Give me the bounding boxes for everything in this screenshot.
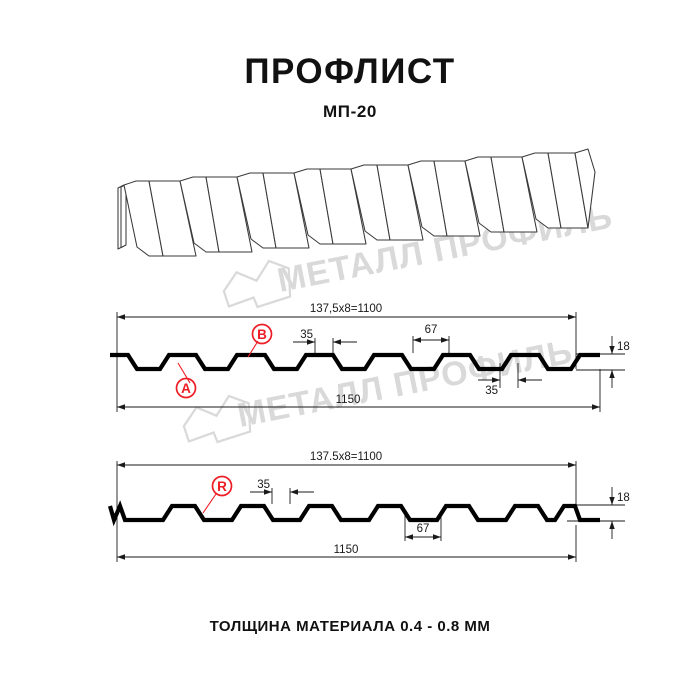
sec-r-67-arrow-right [433, 534, 441, 540]
sec-a-crest-dimension-label: 67 [425, 324, 438, 336]
iso-left-edge-2 [120, 183, 127, 249]
callout-a-label: A [181, 381, 191, 396]
isometric-sheet-view [117, 148, 596, 257]
sec-r-height-dimension-label: 18 [617, 492, 630, 504]
sec-r-dim-bottom-arrow-left [117, 554, 125, 560]
callout-r-circle [211, 475, 233, 497]
sec-a-dim-top-arrow-right [568, 314, 576, 320]
callout-r-label: R [217, 479, 227, 494]
sec-r-valley-dimension-label: 35 [257, 479, 270, 491]
iso-web-2 [205, 176, 253, 253]
sec-r-35-arrow-left [264, 489, 272, 495]
section-a-profile [110, 352, 600, 372]
sec-r-dim-top-arrow-right [568, 462, 576, 468]
callout-b: B [247, 323, 273, 358]
sec-r-crest-dimension-label: 67 [417, 523, 430, 535]
callout-r-leader [202, 493, 217, 514]
callout-b-label: B [257, 327, 267, 342]
watermark-text-lower: МЕТАЛЛ ПРОФИЛЬ [234, 333, 576, 435]
sec-a-valley-dimension-label: 35 [300, 329, 313, 341]
watermark-logo-lower [182, 394, 252, 444]
callout-a-leader [177, 362, 191, 384]
callout-b-leader [247, 340, 259, 358]
iso-web-5 [376, 164, 424, 241]
sec-r-height-arrow-bottom [609, 521, 615, 529]
material-thickness-note: ТОЛЩИНА МАТЕРИАЛА 0.4 - 0.8 ММ [209, 618, 491, 635]
sec-a-bottom-dimension-label: 1150 [336, 394, 361, 406]
watermark-logo-upper [222, 259, 292, 309]
sec-a-height-dimension-label: 18 [617, 341, 630, 353]
section-r-group: 137.5x8=1100 1150 18 35 67 [107, 451, 630, 562]
section-a-group: 137,5x8=1100 1150 18 35 67 [110, 303, 630, 412]
sec-a-height-arrow-bottom [609, 370, 615, 378]
callout-r: R [202, 475, 233, 514]
sec-r-dim-bottom-arrow-right [568, 554, 576, 560]
iso-right-end [574, 148, 596, 229]
sec-a-dim-top-arrow-left [117, 314, 125, 320]
sec-a-67-arrow-left [413, 337, 421, 343]
sec-a-height-arrow-top [609, 346, 615, 354]
watermark-lower: МЕТАЛЛ ПРОФИЛЬ [182, 333, 576, 444]
sec-r-top-dimension-label: 137.5x8=1100 [310, 451, 382, 463]
section-r-profile [107, 500, 600, 527]
iso-web-6 [433, 160, 481, 237]
sec-a-35-arrow-left [307, 339, 315, 345]
sec-a-67-arrow-right [441, 337, 449, 343]
sec-a-35-arrow-right [333, 339, 341, 345]
sec-r-dim-top-arrow-left [117, 462, 125, 468]
iso-web-3 [262, 172, 310, 249]
sec-a-top-dimension-label: 137,5x8=1100 [310, 303, 382, 315]
iso-web-7 [490, 156, 538, 233]
callout-b-circle [251, 323, 273, 345]
callout-a-circle [175, 377, 197, 399]
sec-r-bottom-dimension-label: 1150 [334, 544, 359, 556]
sec-a-35b-arrow-left [492, 377, 500, 383]
sec-a-dim-bottom-arrow-right [592, 404, 600, 410]
sec-r-35-arrow-right [290, 489, 298, 495]
sec-r-67-arrow-left [405, 534, 413, 540]
iso-web-1 [148, 180, 197, 257]
sec-a-valley-dimension-2-label: 35 [485, 385, 498, 397]
sec-a-35b-arrow-right [518, 377, 526, 383]
callout-a: A [175, 362, 197, 399]
sec-r-height-arrow-top [609, 497, 615, 505]
sec-a-dim-bottom-arrow-left [117, 404, 125, 410]
iso-web-4 [319, 168, 367, 245]
